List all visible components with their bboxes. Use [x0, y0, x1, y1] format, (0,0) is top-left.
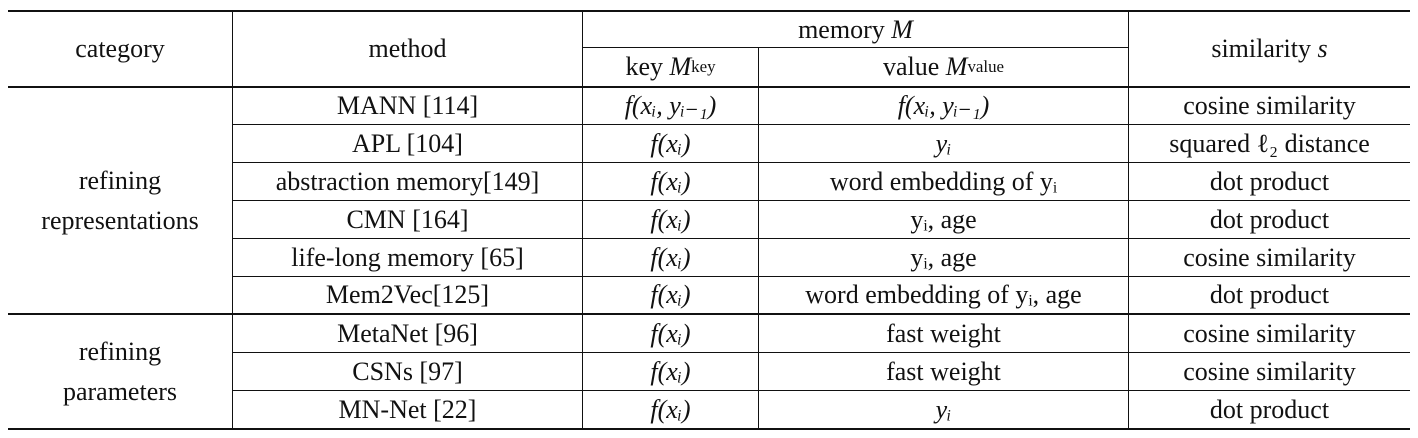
category-line: refining	[78, 165, 162, 195]
row-rule	[233, 390, 1410, 391]
method-cell: CSNs [97]	[352, 356, 463, 386]
column-rule	[582, 10, 583, 430]
key-cell: f(xᵢ)	[650, 280, 691, 309]
value-cell: word embedding of yᵢ	[829, 166, 1058, 196]
value-cell: word embedding of yᵢ, age	[805, 280, 1082, 309]
value-cell: fast weight	[886, 318, 1001, 348]
category-line: parameters	[62, 376, 178, 406]
method-cell: MN-Net [22]	[338, 394, 477, 424]
method-cell: MANN [114]	[336, 91, 479, 120]
header-category: category	[8, 12, 232, 86]
method-cell: life-long memory [65]	[291, 242, 524, 272]
memory-subheader-rule	[583, 47, 1128, 48]
key-cell: f(xᵢ)	[650, 356, 691, 386]
header-method: method	[233, 12, 582, 86]
column-rule	[1128, 10, 1129, 430]
key-cell: f(xᵢ)	[650, 204, 691, 234]
row-rule	[233, 200, 1410, 201]
header-value-symbol: M	[945, 52, 968, 81]
similarity-cell: dot product	[1209, 280, 1330, 309]
method-cell: MetaNet [96]	[337, 318, 478, 348]
row-rule	[233, 238, 1410, 239]
category-refining-parameters: refining parameters	[8, 315, 232, 428]
similarity-cell: cosine similarity	[1183, 318, 1356, 348]
header-similarity-label: similarity	[1211, 34, 1312, 63]
top-rule	[8, 10, 1410, 12]
value-cell: yᵢ, age	[910, 204, 977, 234]
header-memory-label: memory	[798, 14, 885, 44]
method-cell: CMN [164]	[346, 204, 469, 234]
value-cell: yᵢ	[935, 128, 952, 158]
category-line: refining	[78, 336, 162, 366]
header-similarity-symbol: s	[1317, 34, 1328, 63]
similarity-cell: dot product	[1209, 204, 1330, 234]
key-cell: f(xᵢ)	[650, 394, 691, 424]
header-category-label: category	[75, 34, 165, 63]
column-rule	[232, 10, 233, 430]
row-rule	[233, 124, 1410, 125]
similarity-cell: cosine similarity	[1183, 91, 1356, 120]
key-cell: f(xᵢ)	[650, 128, 691, 158]
method-cell: APL [104]	[352, 128, 463, 158]
similarity-cell: cosine similarity	[1183, 242, 1356, 272]
value-cell: yᵢ	[935, 394, 952, 424]
category-line: representations	[41, 205, 199, 235]
header-method-label: method	[368, 34, 447, 63]
column-rule	[758, 47, 759, 430]
similarity-cell: dot product	[1209, 166, 1330, 196]
method-cell: abstraction memory[149]	[275, 166, 540, 196]
header-key-symbol: M	[669, 52, 692, 81]
key-cell: f(xᵢ)	[650, 166, 691, 196]
value-cell: f(xᵢ, yᵢ₋₁)	[897, 91, 990, 120]
header-memory-symbol: M	[891, 14, 913, 44]
row-rule	[233, 276, 1410, 277]
header-similarity: similarity s	[1129, 12, 1410, 86]
similarity-cell: squared ℓ₂ distance	[1169, 128, 1370, 158]
key-cell: f(xᵢ, yᵢ₋₁)	[624, 91, 717, 120]
category-refining-representations: refining representations	[8, 88, 232, 313]
header-key-label: key	[625, 52, 663, 81]
method-cell: Mem2Vec[125]	[325, 280, 490, 309]
header-rule	[8, 86, 1410, 88]
similarity-cell: cosine similarity	[1183, 356, 1356, 386]
value-cell: fast weight	[886, 356, 1001, 386]
similarity-cell: dot product	[1209, 394, 1330, 424]
header-memory: memory M	[583, 12, 1128, 47]
key-cell: f(xᵢ)	[650, 242, 691, 272]
row-rule	[233, 352, 1410, 353]
header-value-label: value	[882, 52, 940, 81]
key-cell: f(xᵢ)	[650, 318, 691, 348]
bottom-rule	[8, 428, 1410, 430]
value-cell: yᵢ, age	[910, 242, 977, 272]
group-rule	[8, 313, 1410, 315]
row-rule	[233, 162, 1410, 163]
